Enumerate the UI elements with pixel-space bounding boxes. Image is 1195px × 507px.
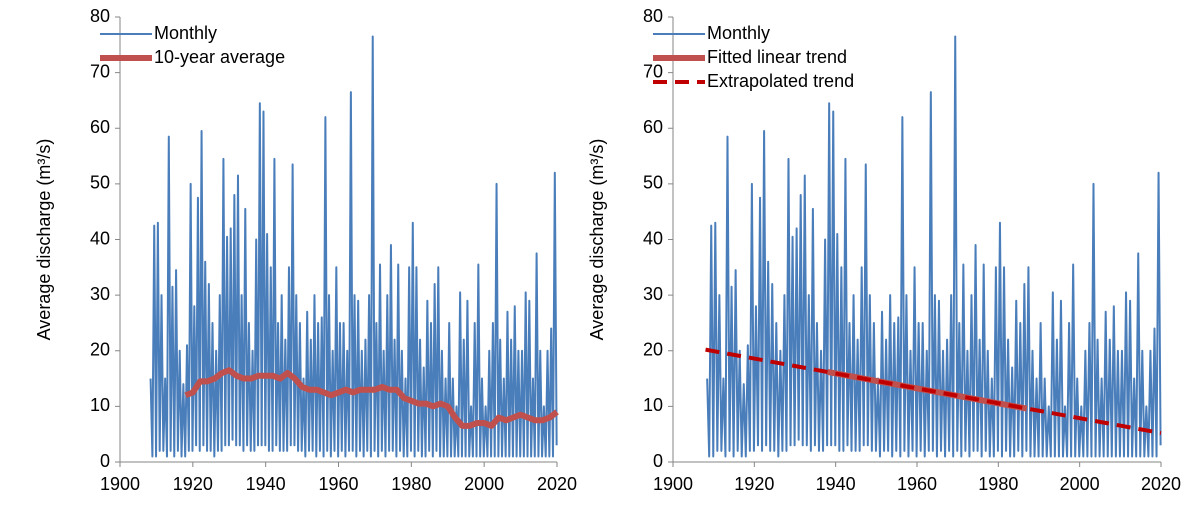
y-tick-label: 50 bbox=[643, 173, 663, 193]
y-tick-label: 10 bbox=[643, 395, 663, 415]
y-tick-label: 80 bbox=[643, 6, 663, 26]
x-tick-label: 1940 bbox=[816, 474, 856, 494]
y-tick-label: 50 bbox=[90, 173, 110, 193]
legend-label: Extrapolated trend bbox=[707, 71, 854, 91]
x-tick-label: 1900 bbox=[653, 474, 693, 494]
x-tick-label: 2000 bbox=[1060, 474, 1100, 494]
y-tick-label: 30 bbox=[90, 284, 110, 304]
x-tick-label: 1940 bbox=[246, 474, 286, 494]
series-line bbox=[149, 35, 558, 458]
y-tick-label: 60 bbox=[90, 117, 110, 137]
x-tick-label: 1920 bbox=[734, 474, 774, 494]
series-line bbox=[705, 347, 1162, 436]
y-tick-label: 70 bbox=[90, 61, 110, 81]
y-tick-label: 80 bbox=[90, 6, 110, 26]
panel: 0 10 20 30 40 50 60 70 80 1900 1920 1940 1960 1980 200… bbox=[587, 6, 1181, 494]
x-tick-label: 1960 bbox=[318, 474, 358, 494]
series-line bbox=[706, 35, 1162, 458]
x-tick-label: 1980 bbox=[978, 474, 1018, 494]
x-tick-label: 1900 bbox=[100, 474, 140, 494]
y-tick-label: 40 bbox=[643, 228, 663, 248]
x-tick-label: 1980 bbox=[391, 474, 431, 494]
y-axis-label: Average discharge (m³/s) bbox=[34, 139, 54, 341]
y-tick-label: 20 bbox=[643, 340, 663, 360]
y-axis-label: Average discharge (m³/s) bbox=[587, 139, 607, 341]
x-tick-label: 1960 bbox=[897, 474, 937, 494]
y-tick-label: 10 bbox=[90, 395, 110, 415]
panel: 0 10 20 30 40 50 60 70 80 1900 1920 1940 1960 1980 200… bbox=[34, 6, 577, 494]
legend-label: 10-year average bbox=[154, 47, 285, 67]
y-tick-label: 0 bbox=[653, 451, 663, 471]
series-line bbox=[184, 367, 559, 429]
y-tick-label: 0 bbox=[100, 451, 110, 471]
legend-label: Fitted linear trend bbox=[707, 47, 847, 67]
x-tick-label: 1920 bbox=[173, 474, 213, 494]
x-tick-label: 2020 bbox=[1141, 474, 1181, 494]
y-tick-label: 40 bbox=[90, 228, 110, 248]
x-tick-label: 2020 bbox=[537, 474, 577, 494]
x-tick-label: 2000 bbox=[464, 474, 504, 494]
legend-label: Monthly bbox=[707, 23, 770, 43]
y-tick-label: 30 bbox=[643, 284, 663, 304]
y-tick-label: 20 bbox=[90, 340, 110, 360]
legend-label: Monthly bbox=[154, 23, 217, 43]
y-tick-label: 70 bbox=[643, 61, 663, 81]
y-tick-label: 60 bbox=[643, 117, 663, 137]
